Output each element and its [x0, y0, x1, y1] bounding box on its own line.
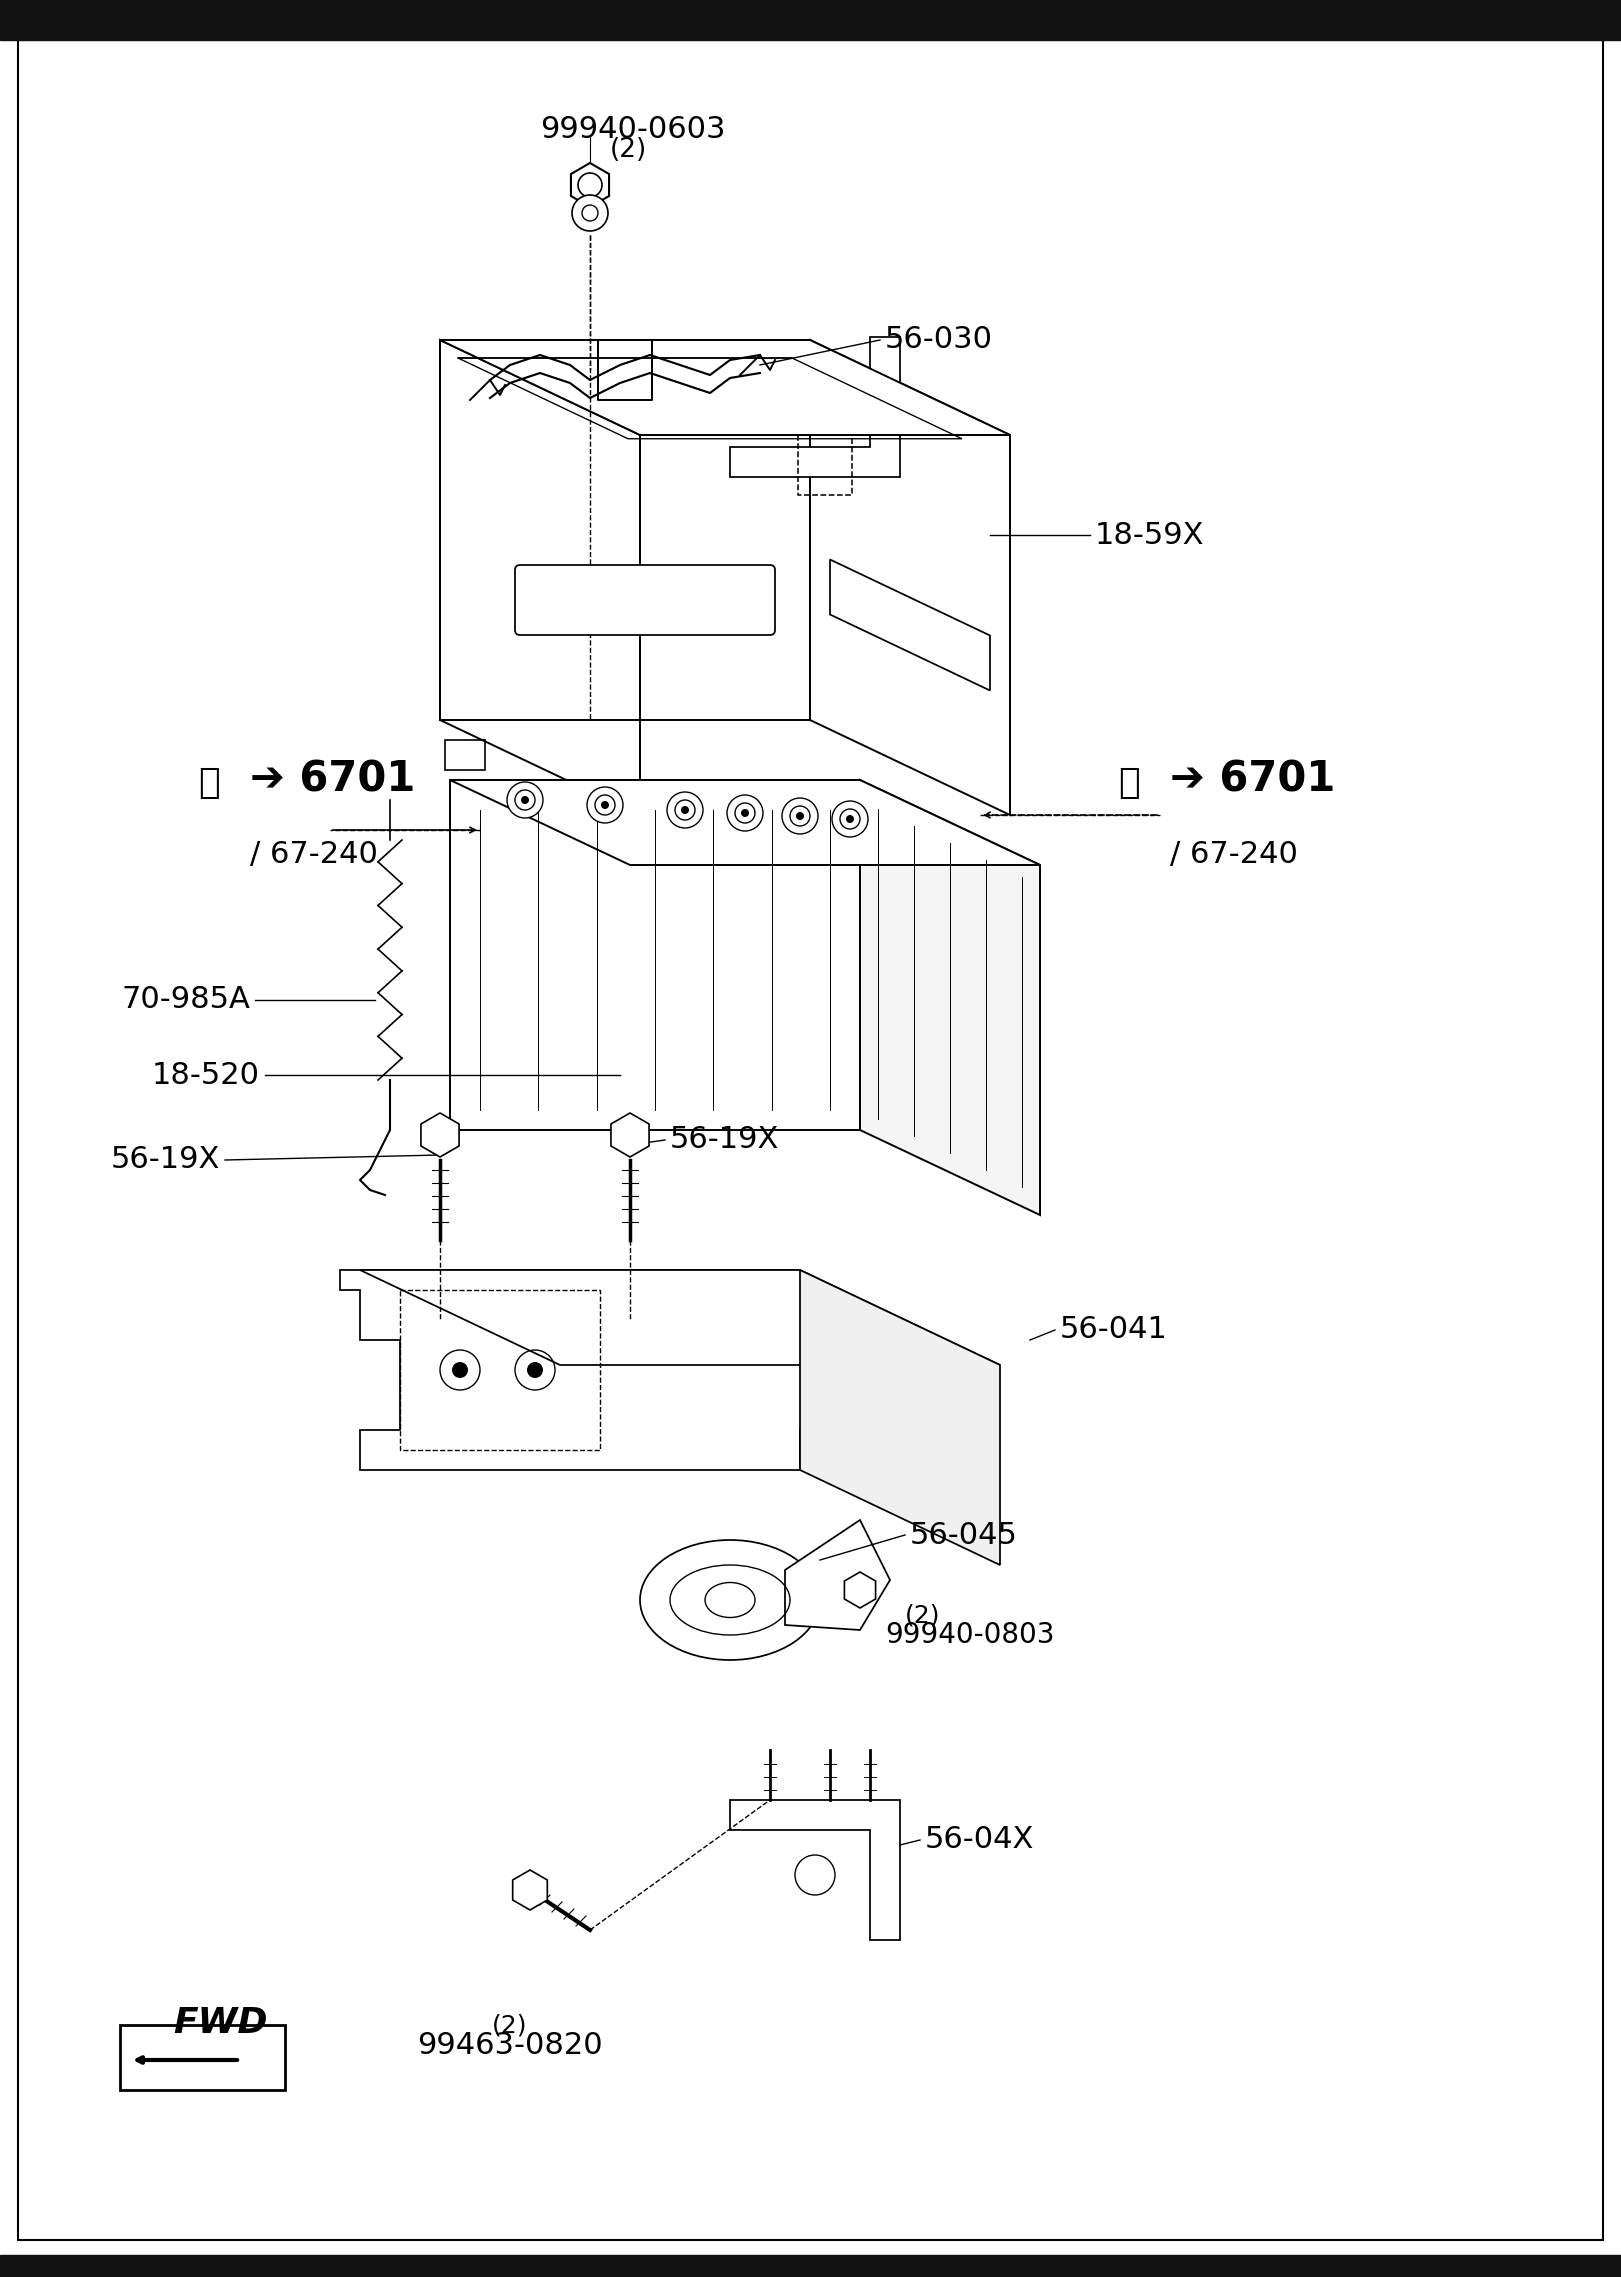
Text: 👉: 👉: [198, 765, 220, 799]
Text: 56-030: 56-030: [885, 326, 994, 355]
Text: (2): (2): [493, 2013, 528, 2038]
Circle shape: [520, 797, 528, 804]
Circle shape: [789, 806, 810, 827]
Circle shape: [601, 802, 609, 808]
Text: 99463-0820: 99463-0820: [417, 2031, 603, 2058]
Text: 56-041: 56-041: [1060, 1316, 1167, 1343]
Polygon shape: [451, 781, 861, 1129]
Text: 56-19X: 56-19X: [110, 1145, 220, 1175]
Text: 18-520: 18-520: [152, 1061, 259, 1088]
Circle shape: [587, 788, 622, 822]
Polygon shape: [830, 560, 990, 690]
Circle shape: [681, 806, 689, 813]
Bar: [446, 740, 485, 770]
Text: 56-19X: 56-19X: [669, 1125, 780, 1154]
Text: 56-04X: 56-04X: [926, 1826, 1034, 1853]
Polygon shape: [785, 1521, 890, 1630]
Circle shape: [452, 1362, 468, 1378]
Circle shape: [832, 802, 867, 838]
Text: / 67-240: / 67-240: [1170, 840, 1298, 870]
Text: 18-59X: 18-59X: [1096, 521, 1204, 549]
Text: ➔ 6701: ➔ 6701: [250, 758, 415, 799]
Bar: [120, 2024, 285, 2090]
Text: 👉: 👉: [1118, 765, 1140, 799]
Text: (2): (2): [609, 137, 647, 164]
Circle shape: [515, 790, 535, 811]
Circle shape: [734, 804, 755, 822]
Polygon shape: [861, 781, 1041, 1216]
Circle shape: [507, 781, 543, 817]
Text: 56-045: 56-045: [909, 1521, 1018, 1551]
Polygon shape: [360, 1271, 1000, 1364]
FancyBboxPatch shape: [515, 565, 775, 635]
Text: (2): (2): [905, 1603, 940, 1628]
Circle shape: [527, 1362, 543, 1378]
Polygon shape: [729, 1801, 900, 1940]
Circle shape: [741, 808, 749, 817]
Circle shape: [572, 196, 608, 230]
Bar: [0, 2254, 1621, 2277]
Polygon shape: [801, 1271, 1000, 1564]
Bar: [0, 0, 1621, 41]
Circle shape: [595, 795, 614, 815]
Circle shape: [674, 799, 695, 820]
Ellipse shape: [640, 1539, 820, 1660]
Polygon shape: [729, 337, 900, 476]
Circle shape: [846, 815, 854, 822]
Polygon shape: [439, 339, 1010, 435]
Circle shape: [796, 813, 804, 820]
Polygon shape: [451, 781, 1041, 865]
Text: FWD: FWD: [173, 2006, 267, 2040]
Circle shape: [726, 795, 763, 831]
Circle shape: [666, 792, 704, 829]
Text: 99940-0603: 99940-0603: [540, 116, 726, 143]
Text: 70-985A: 70-985A: [122, 986, 250, 1016]
Text: ➔ 6701: ➔ 6701: [1170, 758, 1336, 799]
Circle shape: [781, 797, 819, 833]
Text: 99940-0803: 99940-0803: [885, 1621, 1055, 1649]
Circle shape: [840, 808, 861, 829]
Polygon shape: [340, 1271, 840, 1471]
Text: / 67-240: / 67-240: [250, 840, 378, 870]
